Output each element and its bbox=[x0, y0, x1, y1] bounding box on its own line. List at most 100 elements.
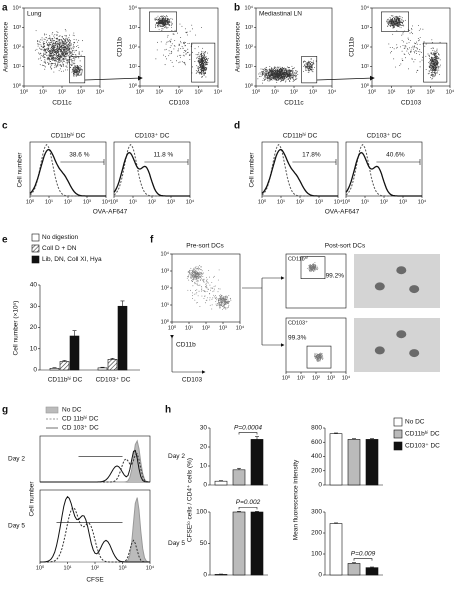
scatter-dot bbox=[264, 70, 266, 72]
scatter-dot bbox=[222, 297, 224, 299]
scatter-dot bbox=[51, 45, 53, 46]
scatter-dot bbox=[189, 53, 191, 55]
scatter-dot bbox=[205, 282, 207, 284]
scatter-dot bbox=[56, 64, 58, 66]
scatter-dot bbox=[81, 50, 83, 52]
scatter-dot bbox=[67, 44, 69, 46]
scatter-dot bbox=[75, 71, 77, 73]
scatter-dot bbox=[286, 78, 288, 80]
scatter-dot bbox=[56, 50, 58, 52]
scatter-dot bbox=[67, 50, 69, 52]
scatter-dot bbox=[76, 70, 78, 72]
scatter-dot bbox=[55, 60, 57, 62]
scatter-dot bbox=[315, 60, 317, 62]
scatter-dot bbox=[193, 293, 195, 295]
scatter-dot bbox=[205, 61, 207, 63]
scatter-dot bbox=[199, 278, 201, 280]
scatter-dot bbox=[198, 273, 200, 275]
scatter-dot bbox=[50, 58, 52, 60]
axis-label: CD11c bbox=[284, 100, 304, 107]
scatter-dot bbox=[401, 17, 403, 19]
scatter-dot bbox=[221, 300, 223, 302]
y-tick-label: 10⁰ bbox=[245, 82, 254, 89]
scatter-dot bbox=[264, 76, 265, 78]
p-value: P=0.002 bbox=[236, 499, 261, 506]
scatter-dot bbox=[187, 51, 189, 53]
scatter-dot bbox=[218, 300, 220, 302]
scatter-dot bbox=[432, 53, 434, 55]
scatter-dot bbox=[267, 74, 269, 76]
scatter-dot bbox=[67, 39, 69, 41]
scatter-dot bbox=[56, 58, 58, 60]
scatter-dot bbox=[314, 267, 316, 269]
scatter-dot bbox=[72, 73, 74, 75]
row-label: Day 2 bbox=[8, 456, 25, 463]
scatter-dot bbox=[397, 17, 399, 19]
scatter-dot bbox=[60, 39, 62, 41]
scatter-dot bbox=[431, 78, 433, 80]
scatter-dot bbox=[208, 58, 210, 60]
legend-label: No DC bbox=[405, 419, 425, 426]
scatter-dot bbox=[81, 69, 83, 71]
plot-title: CD11bʰⁱ DC bbox=[283, 132, 318, 140]
scatter-dot bbox=[179, 23, 181, 25]
scatter-dot bbox=[310, 58, 312, 59]
scatter-dot bbox=[54, 37, 55, 39]
scatter-dot bbox=[74, 66, 76, 68]
scatter-dot bbox=[269, 72, 271, 74]
scatter-dot bbox=[402, 31, 404, 33]
scatter-dot bbox=[220, 301, 222, 303]
scatter-dot bbox=[65, 56, 67, 58]
legend-label: No DC bbox=[62, 407, 82, 414]
scatter-dot bbox=[46, 42, 47, 43]
x-tick-label: 10² bbox=[148, 199, 156, 205]
scatter-dot bbox=[58, 70, 60, 72]
legend-label: CD 103⁺ DC bbox=[62, 425, 99, 432]
scatter-dot bbox=[158, 23, 159, 25]
scatter-dot bbox=[268, 73, 269, 74]
histogram-control bbox=[261, 144, 338, 197]
scatter-dot bbox=[414, 52, 416, 54]
scatter-dot bbox=[412, 45, 414, 47]
scatter-dot bbox=[387, 18, 389, 20]
scatter-dot bbox=[321, 353, 323, 354]
scatter-dot bbox=[430, 63, 432, 65]
histogram bbox=[345, 151, 422, 197]
scatter-dot bbox=[171, 61, 173, 63]
scatter-dot bbox=[60, 45, 62, 47]
scatter-dot bbox=[433, 62, 435, 64]
scatter-dot bbox=[162, 24, 164, 26]
plot-title: Lung bbox=[27, 11, 42, 18]
scatter-dot bbox=[309, 67, 311, 69]
scatter-dot bbox=[283, 77, 285, 79]
scatter-dot bbox=[281, 73, 283, 75]
scatter-dot bbox=[62, 70, 64, 72]
scatter-dot bbox=[49, 52, 51, 54]
scatter-dot bbox=[309, 270, 311, 272]
scatter-dot bbox=[396, 16, 398, 18]
scatter-dot bbox=[44, 50, 46, 52]
scatter-dot bbox=[315, 359, 317, 360]
scatter-dot bbox=[192, 51, 193, 53]
scatter-dot bbox=[216, 296, 218, 298]
y-tick-label: 10⁴ bbox=[245, 4, 254, 11]
scatter-dot bbox=[432, 52, 434, 54]
scatter-dot bbox=[198, 69, 200, 71]
scatter-dot bbox=[70, 51, 72, 53]
scatter-dot bbox=[291, 72, 293, 74]
y-tick-label: 10⁴ bbox=[13, 4, 22, 11]
scatter-dot bbox=[397, 18, 399, 20]
scatter-dot bbox=[60, 49, 62, 51]
scatter-dot bbox=[205, 51, 207, 53]
scatter-dot bbox=[434, 56, 436, 58]
scatter-dot bbox=[57, 62, 59, 63]
scatter-dot bbox=[319, 357, 321, 359]
micrograph bbox=[354, 254, 440, 308]
y-tick-label: 10⁴ bbox=[161, 250, 170, 257]
scatter-dot bbox=[166, 21, 168, 23]
scatter-dot bbox=[172, 18, 174, 20]
y-tick-label: 10¹ bbox=[361, 64, 369, 70]
scatter-dot bbox=[399, 46, 401, 48]
scatter-dot bbox=[204, 70, 206, 72]
scatter-dot bbox=[212, 297, 214, 299]
